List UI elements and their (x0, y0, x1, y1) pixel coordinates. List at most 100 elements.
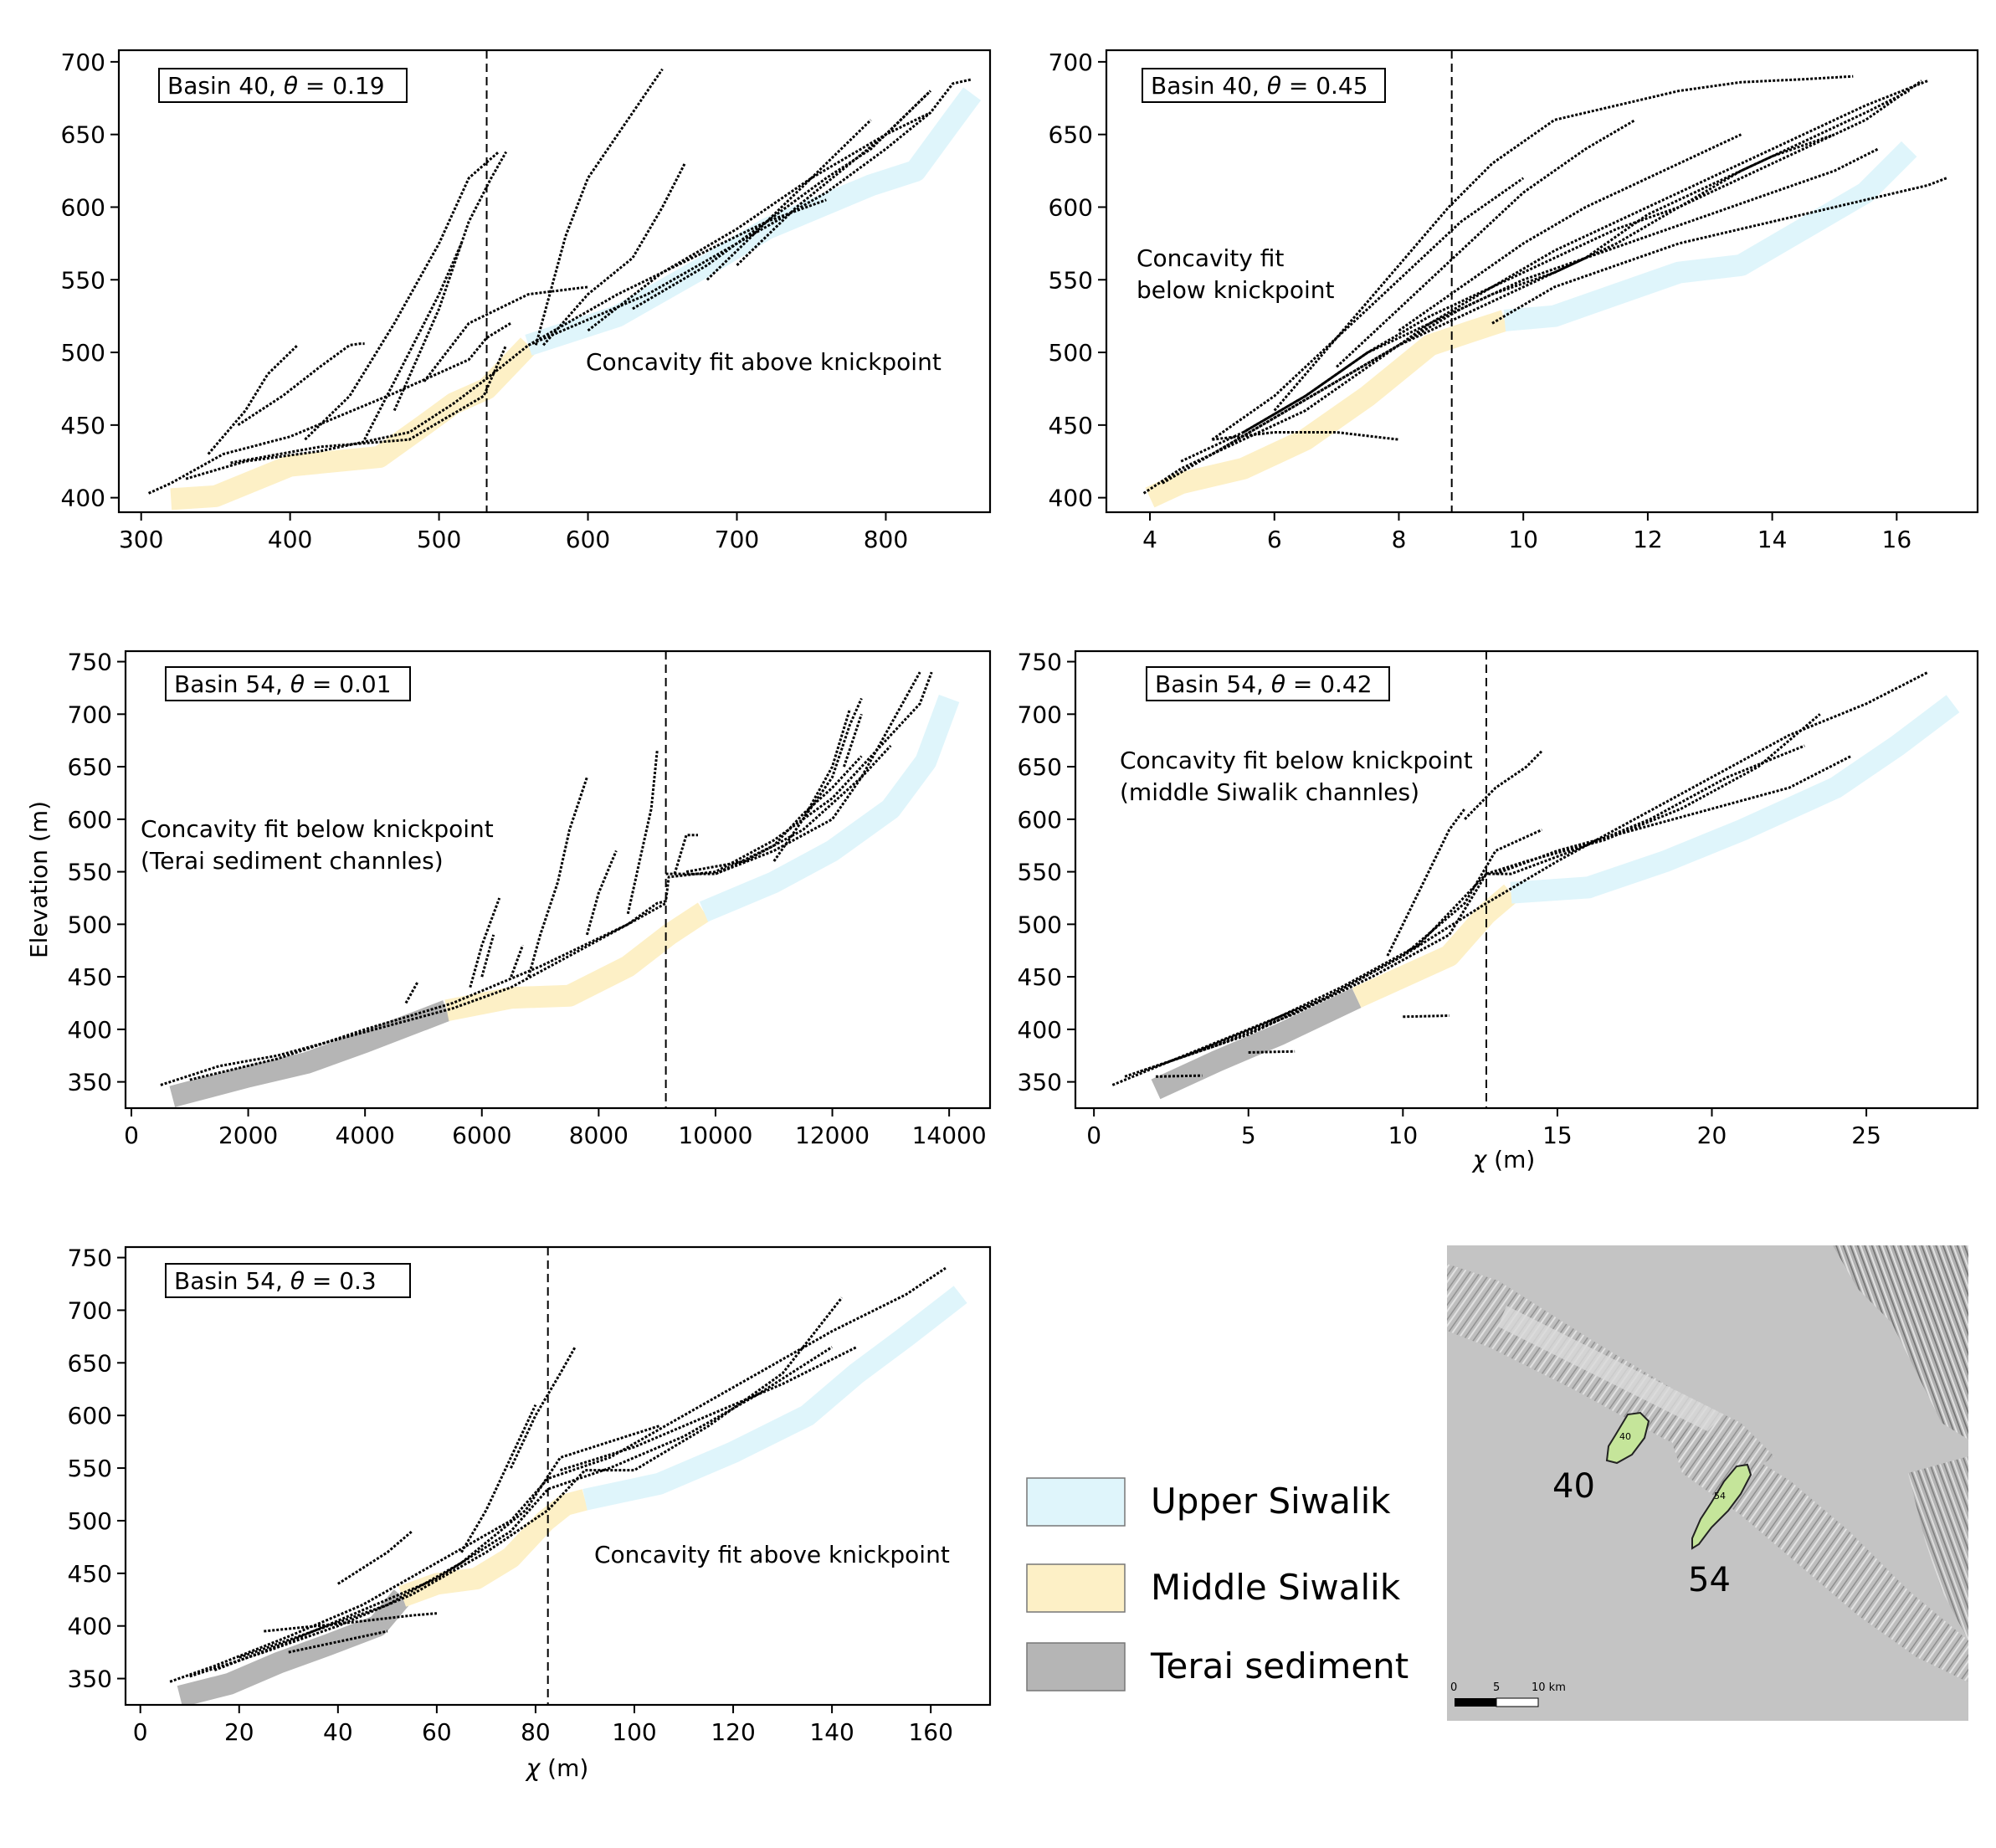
channel-profile-16 (706, 90, 931, 281)
annotation-theta: θ (1267, 72, 1281, 100)
channel-profile-1 (1111, 670, 1929, 1086)
x-tick-label: 16 (1882, 526, 1912, 553)
x-tick-label: 8000 (569, 1122, 629, 1149)
unit-band-middle-siwalik (170, 337, 536, 511)
channel-profile-6 (1464, 750, 1543, 820)
x-tick-label: 120 (711, 1718, 755, 1746)
channel-profile-5 (510, 1346, 577, 1469)
y-tick-label: 600 (1018, 806, 1062, 834)
x-tick-label: 100 (612, 1718, 656, 1746)
x-tick-label: 0 (1086, 1122, 1101, 1149)
map-label-54: 54 (1688, 1561, 1731, 1599)
x-tick-label: 300 (119, 526, 163, 553)
map-mountains (1833, 1245, 1968, 1440)
annotation-value: = 0.45 (1281, 72, 1368, 100)
x-tick-label: 600 (566, 526, 610, 553)
scale-bar-white (1496, 1697, 1539, 1707)
x-tick-label: 4000 (336, 1122, 395, 1149)
y-tick-label: 350 (68, 1666, 112, 1693)
channel-profile-3 (1140, 713, 1821, 1073)
y-tick-label: 650 (68, 753, 112, 781)
channel-profile-15 (510, 944, 525, 978)
channel-profile-1 (160, 671, 933, 1086)
unit-band-upper-siwalik (1503, 141, 1917, 331)
chart-panels: 300 400 500 600 700 800400450500550600650700B… (25, 49, 1979, 1782)
y-tick-label: 750 (1018, 649, 1062, 676)
plot-area (1142, 74, 1947, 508)
y-tick-label: 600 (61, 193, 105, 221)
channel-profile-5 (1242, 80, 1922, 434)
unit-band-terai-sediment (169, 1000, 451, 1107)
annotation-theta: θ (290, 1267, 305, 1295)
x-tick-label: 6000 (452, 1122, 511, 1149)
channel-profile-11 (1491, 177, 1947, 325)
y-tick-label: 500 (68, 1507, 112, 1535)
scale-label-0: 0 (1450, 1681, 1457, 1694)
map-basin-54 (1691, 1463, 1752, 1550)
channel-profile-5 (237, 342, 365, 427)
x-tick-label: 500 (417, 526, 461, 553)
legend-label-upper-siwalik: Upper Siwalik (1151, 1481, 1391, 1522)
plot-area (147, 68, 982, 511)
unit-band-middle-siwalik (398, 1489, 588, 1607)
legend-swatch-middle-siwalik (1026, 1563, 1126, 1613)
annotation-box (1142, 68, 1386, 103)
channel-profile-2 (189, 1296, 844, 1678)
channel-profile-6 (460, 1404, 537, 1553)
x-tick-label: 10 (1388, 1122, 1419, 1149)
concavity-note: Concavity fit above knickpoint (594, 1541, 950, 1568)
channel-profile-13 (673, 834, 698, 875)
map-mountains-east (1908, 1456, 1968, 1640)
channel-profile-7 (393, 151, 508, 412)
channel-profile-9 (423, 285, 588, 382)
channel-profile-4 (239, 1424, 659, 1659)
axes-frame (1105, 49, 1979, 514)
concavity-note: below knickpoint (1137, 276, 1334, 304)
channel-profile-6 (304, 151, 500, 441)
unit-band-middle-siwalik (1145, 310, 1508, 508)
annotation-prefix: Basin 54, (1155, 670, 1271, 698)
y-tick-label: 600 (68, 1402, 112, 1430)
channel-profile-2 (1124, 744, 1805, 1078)
axes-frame (124, 1245, 992, 1707)
y-tick-label: 600 (68, 806, 112, 834)
annotation-prefix: Basin 54, (174, 1267, 290, 1295)
channel-profile-10 (534, 68, 664, 346)
y-tick-label: 650 (1018, 753, 1062, 781)
chart-panel-b54b: 0 5 10 15 20 25 350 400 450 500 550 600 650 700 750 Bas… (1018, 649, 1979, 1173)
y-tick-label: 650 (68, 1349, 112, 1377)
y-tick-label: 400 (1049, 485, 1093, 512)
y-tick-label: 500 (1049, 339, 1093, 367)
axes-frame (124, 649, 992, 1110)
x-tick-label: 5 (1241, 1122, 1256, 1149)
x-axis-label-unit: (m) (1486, 1146, 1535, 1173)
annotation-theta: θ (290, 670, 305, 698)
channel-profile-8 (363, 243, 463, 440)
x-axis-label-symbol: χ (1471, 1146, 1488, 1173)
x-axis-label-unit: (m) (540, 1754, 588, 1782)
y-tick-label: 400 (1018, 1016, 1062, 1044)
map-scale-bar: 0 5 10 km (1450, 1681, 1566, 1707)
unit-band-terai-sediment (177, 1589, 411, 1705)
y-tick-label: 700 (68, 1296, 112, 1324)
annotation-box (165, 666, 411, 701)
channel-profile-2 (189, 901, 667, 1081)
x-axis-label: χ (m) (525, 1754, 589, 1782)
channel-profile-6 (772, 708, 851, 862)
annotation-prefix: Basin 54, (174, 670, 290, 698)
x-tick-label: 2000 (218, 1122, 278, 1149)
x-tick-label: 160 (908, 1718, 952, 1746)
chart-panel-b54a: 0 2000 4000 6000 8000 10000 12000 14000 350 400 45… (25, 649, 992, 1149)
unit-band-upper-siwalik (1510, 695, 1960, 904)
annotation-theta: θ (284, 72, 298, 100)
channel-profile-8 (843, 713, 863, 767)
map-basin-tag-40: 40 (1619, 1431, 1631, 1442)
x-tick-label: 10000 (678, 1122, 752, 1149)
annotation-value: = 0.19 (298, 72, 385, 100)
annotation-value: = 0.42 (1285, 670, 1373, 698)
annotation-box (1146, 666, 1390, 701)
scale-bar-black (1455, 1698, 1496, 1707)
x-tick-label: 0 (124, 1122, 139, 1149)
channel-profile-7 (1403, 1014, 1450, 1019)
channel-profile-9 (560, 1346, 858, 1472)
